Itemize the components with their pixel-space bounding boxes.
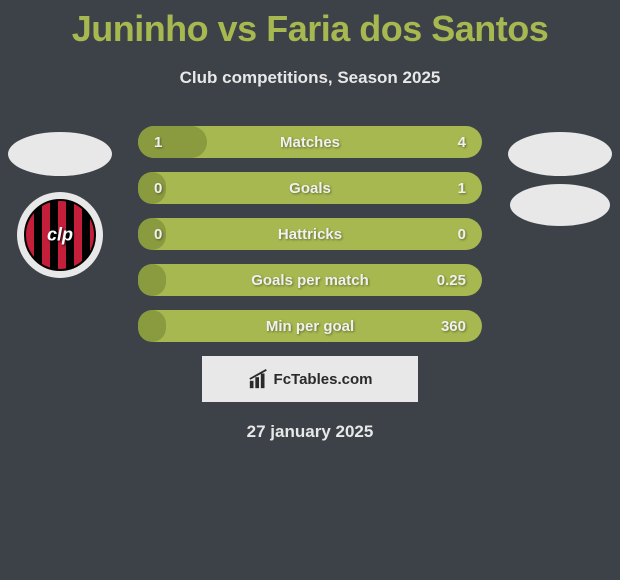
- stat-label: Goals: [289, 180, 331, 197]
- footer-brand: FcTables.com: [248, 368, 373, 390]
- stat-fill: [138, 126, 207, 158]
- stat-label: Goals per match: [251, 272, 369, 289]
- stat-row-goals: 0 Goals 1: [138, 172, 482, 204]
- stat-left-value: 0: [154, 226, 162, 243]
- stats-container: 1 Matches 4 0 Goals 1 0 Hattricks 0 Goal…: [138, 126, 482, 342]
- stat-fill: [138, 310, 166, 342]
- stat-label: Matches: [280, 134, 340, 151]
- stat-left-value: 1: [154, 134, 162, 151]
- footer-brand-box: FcTables.com: [202, 356, 418, 402]
- page-title: Juninho vs Faria dos Santos: [0, 0, 620, 50]
- stat-label: Min per goal: [266, 318, 354, 335]
- stat-label: Hattricks: [278, 226, 342, 243]
- stat-right-value: 0: [458, 226, 466, 243]
- player-right-badge-placeholder: [508, 132, 612, 176]
- player-right-badge-placeholder-2: [510, 184, 610, 226]
- footer-brand-text: FcTables.com: [274, 371, 373, 388]
- player-left-badge-placeholder: [8, 132, 112, 176]
- stat-left-value: 0: [154, 180, 162, 197]
- main-comparison-area: clp 1 Matches 4 0 Goals 1 0 Hattricks 0 …: [0, 126, 620, 442]
- stat-row-goals-per-match: Goals per match 0.25: [138, 264, 482, 296]
- stat-right-value: 360: [441, 318, 466, 335]
- date: 27 january 2025: [0, 422, 620, 442]
- stat-right-value: 1: [458, 180, 466, 197]
- stat-right-value: 0.25: [437, 272, 466, 289]
- bar-chart-icon: [248, 368, 270, 390]
- club-logo: clp: [17, 192, 103, 278]
- club-logo-inner: clp: [24, 199, 96, 271]
- stat-row-matches: 1 Matches 4: [138, 126, 482, 158]
- stat-row-min-per-goal: Min per goal 360: [138, 310, 482, 342]
- club-logo-text: clp: [47, 225, 73, 246]
- stat-fill: [138, 264, 166, 296]
- stat-right-value: 4: [458, 134, 466, 151]
- subtitle: Club competitions, Season 2025: [0, 68, 620, 88]
- stat-row-hattricks: 0 Hattricks 0: [138, 218, 482, 250]
